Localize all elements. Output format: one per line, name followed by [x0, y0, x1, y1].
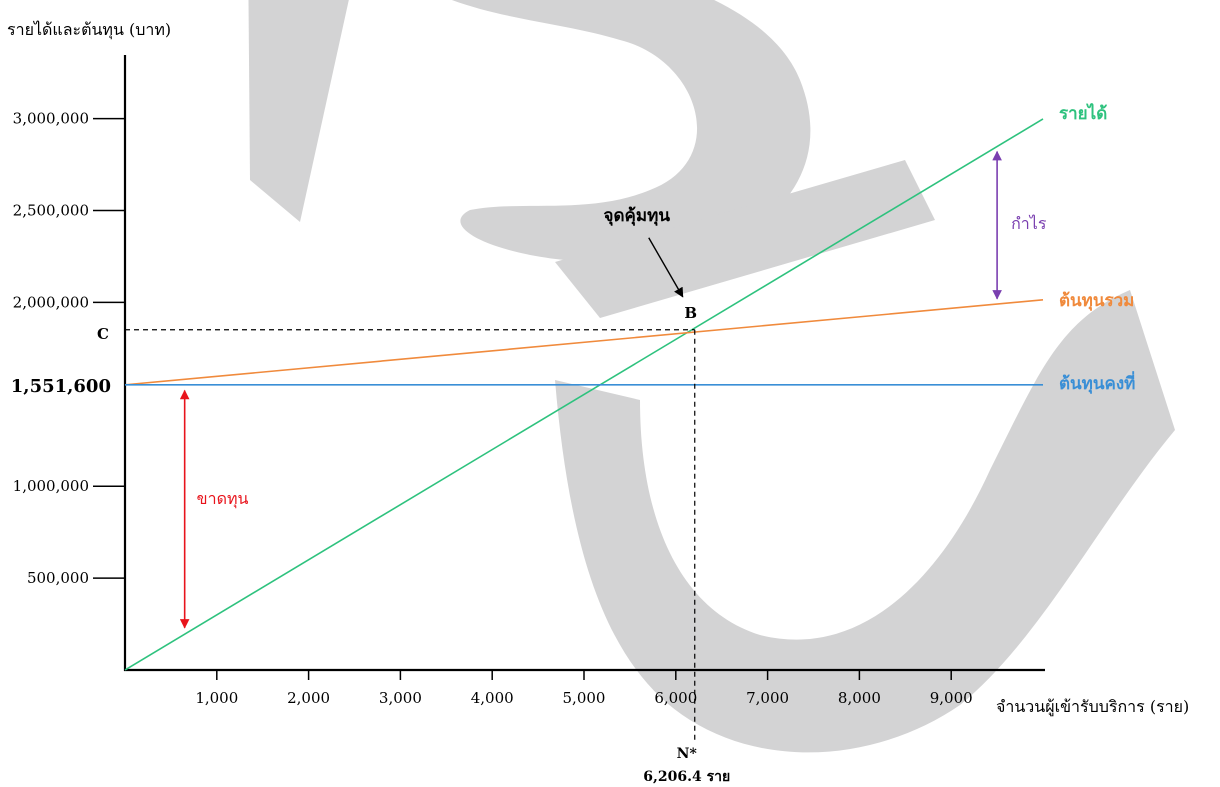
series-label: รายได้ — [1059, 103, 1107, 124]
plot-area: 1,000 2,000 3,000 4,000 5,000 6,000 7,000 8,000… — [11, 55, 1135, 785]
y-tick-label: 2,000,000 — [13, 293, 89, 311]
y-tick-label: 500,000 — [27, 569, 89, 587]
x-tick-label: 8,000 — [838, 689, 881, 707]
x-tick-label: 7,000 — [746, 689, 789, 707]
x-tick-label: 1,000 — [195, 689, 238, 707]
x-tick-label: 4,000 — [471, 689, 514, 707]
break-even-annotation: จุดคุ้มทุน — [604, 206, 671, 226]
loss-label: ขาดทุน — [197, 489, 249, 509]
watermark-logo — [248, 0, 1175, 753]
y-tick-label: 3,000,000 — [13, 110, 89, 128]
break-even-x-value: 6,206.4 ราย — [643, 769, 730, 785]
y-tick-label: 1,000,000 — [13, 477, 89, 495]
series-label: ต้นทุนคงที่ — [1059, 371, 1135, 394]
series-line — [124, 299, 1044, 386]
series-line — [124, 118, 1044, 671]
y-tick-label: 2,500,000 — [13, 202, 89, 220]
break-even-arrow — [648, 237, 684, 298]
x-tick-label: 5,000 — [563, 689, 606, 707]
x-tick-label: 9,000 — [930, 689, 973, 707]
x-tick-label: 6,000 — [654, 689, 697, 707]
profit-label: กำไร — [1011, 214, 1047, 233]
x-axis-title: จำนวนผู้เข้ารับบริการ (ราย) — [996, 697, 1189, 717]
x-tick-label: 3,000 — [379, 689, 422, 707]
break-even-x-label: N* — [677, 746, 698, 762]
x-tick-label: 2,000 — [287, 689, 330, 707]
y-axis-title: รายได้และต้นทุน (บาท) — [7, 20, 171, 40]
fixed-cost-axis-label: 1,551,600 — [11, 376, 111, 397]
series-label: ต้นทุนรวม — [1059, 291, 1134, 311]
break-even-point-label: B — [684, 304, 697, 322]
break-even-y-label: C — [97, 325, 109, 343]
